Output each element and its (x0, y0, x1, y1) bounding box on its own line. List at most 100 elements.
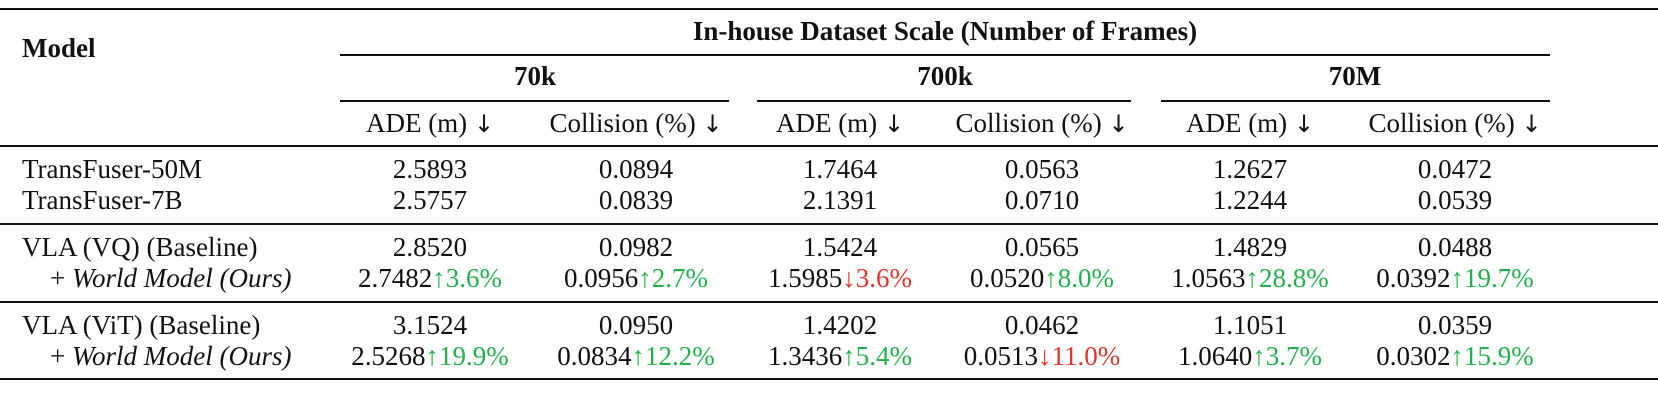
table-cell: 2.5893 (393, 156, 467, 183)
table-cell: 2.7482↑3.6% (358, 265, 502, 292)
table-cell: 1.4829 (1213, 234, 1287, 261)
metric-label: Collision (%) (1368, 108, 1522, 138)
scale-header-700k: 700k (917, 61, 973, 91)
table-cell: 0.0539 (1418, 187, 1492, 214)
table-cell: 1.5985↓3.6% (768, 265, 912, 292)
metric-label: Collision (%) (955, 108, 1109, 138)
table-cell: 0.0488 (1418, 234, 1492, 261)
improvement-delta: ↑19.9% (425, 341, 509, 371)
cell-value: 0.0950 (598, 310, 674, 340)
top-rule (0, 8, 1658, 10)
cell-value: 0.0513 (963, 341, 1038, 371)
metric-header-collision: Collision (%) ↓ (955, 110, 1128, 137)
cell-value: 1.3436 (768, 341, 843, 371)
scale-header-70k: 70k (513, 61, 557, 91)
improvement-delta: ↑3.7% (1252, 341, 1322, 371)
metric-label: Collision (%) (549, 108, 703, 138)
cell-value: 2.8520 (392, 232, 468, 262)
table-cell: 1.1051 (1213, 312, 1287, 339)
improvement-delta: ↑2.7% (638, 263, 708, 293)
cell-value: 0.0894 (598, 154, 674, 184)
lower-better-arrow-icon: ↓ (1293, 110, 1315, 138)
metric-label: ADE (m) (775, 108, 884, 138)
table-cell: 1.4202 (803, 312, 877, 339)
cell-value: 1.2244 (1212, 185, 1288, 215)
table-cell: 0.0563 (1005, 156, 1079, 183)
table-cell: 1.2244 (1213, 187, 1287, 214)
model-column-header: Model (22, 33, 96, 63)
table-cell: 0.0472 (1418, 156, 1492, 183)
table-cell: 3.1524 (393, 312, 467, 339)
lower-better-arrow-icon: ↓ (473, 110, 495, 138)
metric-header-collision: Collision (%) ↓ (1368, 110, 1541, 137)
improvement-delta: ↑3.6% (432, 263, 502, 293)
model-prefix: + (50, 263, 72, 293)
model-label: VLA (ViT) (Baseline) (22, 310, 261, 340)
cell-value: 0.0956 (564, 263, 639, 293)
table-cell: 2.1391 (803, 187, 877, 214)
cell-value: 0.0834 (557, 341, 632, 371)
metric-label: ADE (m) (1185, 108, 1294, 138)
cell-value: 0.0520 (970, 263, 1045, 293)
table-cell: 2.8520 (393, 234, 467, 261)
table-cell: 0.0359 (1418, 312, 1492, 339)
improvement-delta: ↑19.7% (1450, 263, 1534, 293)
cell-value: 0.0359 (1417, 310, 1493, 340)
model-name: + World Model (Ours) (50, 265, 291, 292)
cell-value: 1.4829 (1212, 232, 1288, 262)
table-cell: 0.0513↓11.0% (964, 343, 1121, 370)
model-label: TransFuser-7B (22, 185, 183, 215)
regression-delta: ↓11.0% (1038, 341, 1121, 371)
cell-value: 0.0488 (1417, 232, 1493, 262)
table-cell: 1.0640↑3.7% (1178, 343, 1322, 370)
scale-header-70m: 70M (1328, 61, 1382, 91)
metric-label: ADE (m) (365, 108, 474, 138)
table-cell: 0.0565 (1005, 234, 1079, 261)
cell-value: 1.2627 (1212, 154, 1288, 184)
cell-value: 0.0472 (1417, 154, 1493, 184)
section-rule-1 (0, 223, 1658, 225)
cell-value: 1.0563 (1171, 263, 1246, 293)
cell-value: 2.5893 (392, 154, 468, 184)
cell-value: 2.1391 (802, 185, 878, 215)
model-label: World Model (Ours) (71, 341, 292, 371)
model-name: TransFuser-7B (22, 187, 182, 214)
lower-better-arrow-icon: ↓ (1108, 110, 1129, 138)
improvement-delta: ↑15.9% (1450, 341, 1534, 371)
section-rule-2 (0, 301, 1658, 303)
cell-value: 2.5268 (351, 341, 426, 371)
model-label: World Model (Ours) (71, 263, 292, 293)
scale-underline-700k (757, 100, 1131, 102)
table-cell: 1.7464 (803, 156, 877, 183)
metric-header-collision: Collision (%) ↓ (549, 110, 722, 137)
dataset-scale-header: In-house Dataset Scale (Number of Frames… (692, 16, 1198, 46)
cell-value: 1.1051 (1212, 310, 1288, 340)
cell-value: 1.5985 (768, 263, 843, 293)
cell-value: 0.0563 (1004, 154, 1080, 184)
cell-value: 0.0565 (1004, 232, 1080, 262)
table-cell: 2.5757 (393, 187, 467, 214)
scale-underline-70k (340, 100, 729, 102)
table-cell: 1.0563↑28.8% (1171, 265, 1329, 292)
table-cell: 0.0520↑8.0% (970, 265, 1114, 292)
cell-value: 1.4202 (802, 310, 878, 340)
table-cell: 0.0839 (599, 187, 673, 214)
improvement-delta: ↑8.0% (1044, 263, 1114, 293)
table-cell: 1.3436↑5.4% (768, 343, 912, 370)
group-header-underline (340, 54, 1550, 56)
cell-value: 1.5424 (802, 232, 878, 262)
cell-value: 0.0462 (1004, 310, 1080, 340)
regression-delta: ↓3.6% (842, 263, 912, 293)
table-cell: 0.0950 (599, 312, 673, 339)
table-cell: 0.0982 (599, 234, 673, 261)
table-cell: 0.0894 (599, 156, 673, 183)
table-cell: 0.0956↑2.7% (564, 265, 708, 292)
cell-value: 2.7482 (358, 263, 433, 293)
improvement-delta: ↑12.2% (631, 341, 715, 371)
cell-value: 0.0539 (1417, 185, 1493, 215)
model-name: + World Model (Ours) (50, 343, 291, 370)
table-cell: 1.2627 (1213, 156, 1287, 183)
model-name: VLA (VQ) (Baseline) (22, 234, 257, 261)
improvement-delta: ↑28.8% (1245, 263, 1329, 293)
metric-header-ade: ADE (m) ↓ (1186, 110, 1314, 137)
